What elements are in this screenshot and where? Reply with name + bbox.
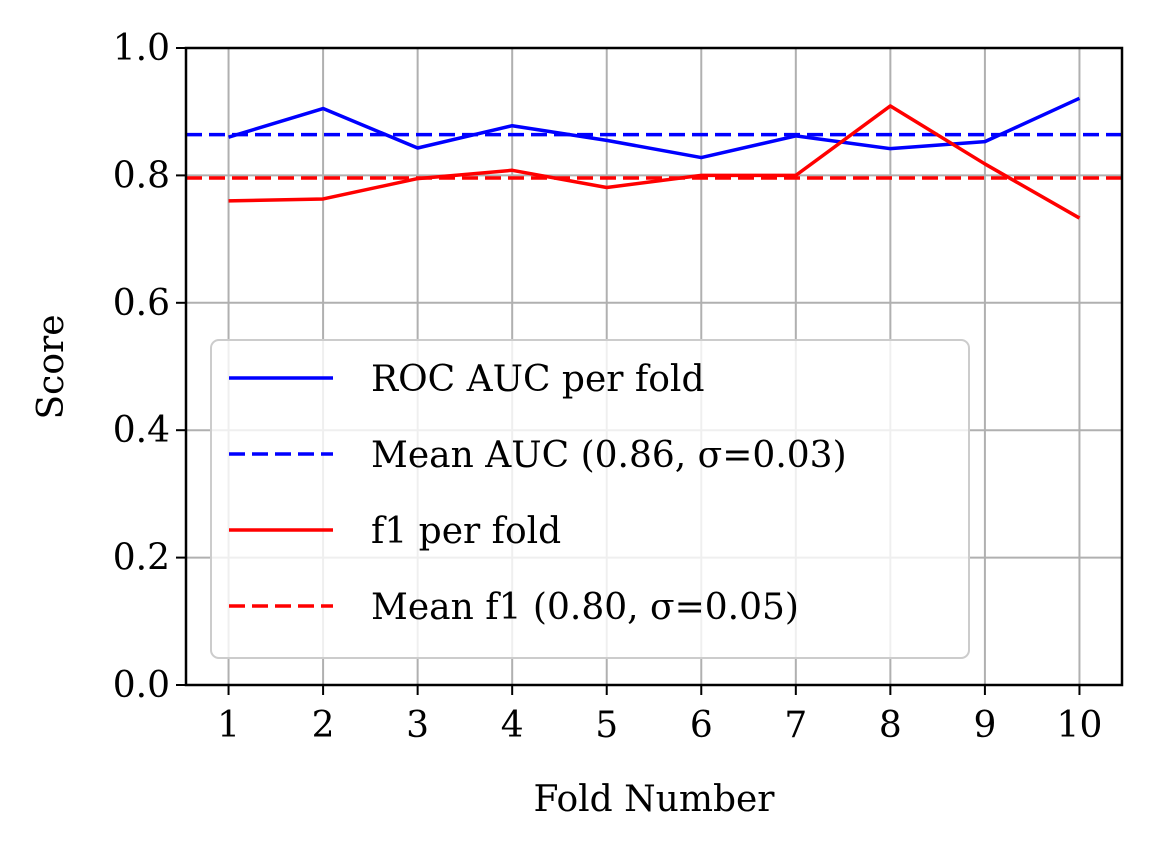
legend-label: ROC AUC per fold <box>371 359 705 400</box>
y-axis-label: Score <box>31 314 72 419</box>
y-tick-label: 0.4 <box>113 410 170 451</box>
x-axis-label: Fold Number <box>533 779 775 820</box>
y-tick-label: 1.0 <box>113 28 170 69</box>
legend-label: Mean AUC (0.86, σ=0.03) <box>371 435 847 476</box>
x-tick-label: 1 <box>217 705 240 746</box>
legend-label: Mean f1 (0.80, σ=0.05) <box>371 587 799 628</box>
legend-label: f1 per fold <box>371 511 561 552</box>
legend: ROC AUC per fold Mean AUC (0.86, σ=0.03) f… <box>210 339 970 659</box>
x-tick-label: 2 <box>312 705 335 746</box>
x-tick-label: 5 <box>595 705 618 746</box>
y-tick-label: 0.0 <box>113 665 170 706</box>
plot-frame <box>184 46 1124 687</box>
y-tick-label: 0.6 <box>113 283 170 324</box>
roc-auc-per-fold-line <box>228 96 1081 160</box>
plot-lines <box>186 96 1122 220</box>
axis-ticks: 1 2 3 4 5 6 7 8 9 10 0.0 0.2 0.4 0.6 0.8 1.0 <box>113 28 1103 746</box>
legend-box <box>210 339 970 659</box>
x-tick-label: 7 <box>784 705 807 746</box>
x-tick-label: 10 <box>1057 705 1103 746</box>
y-tick-label: 0.2 <box>113 538 170 579</box>
x-tick-label: 4 <box>501 705 524 746</box>
x-tick-label: 9 <box>973 705 996 746</box>
f1-per-fold-line <box>228 104 1081 220</box>
x-tick-label: 8 <box>879 705 902 746</box>
x-tick-label: 6 <box>690 705 713 746</box>
y-tick-label: 0.8 <box>113 155 170 196</box>
x-tick-label: 3 <box>406 705 429 746</box>
